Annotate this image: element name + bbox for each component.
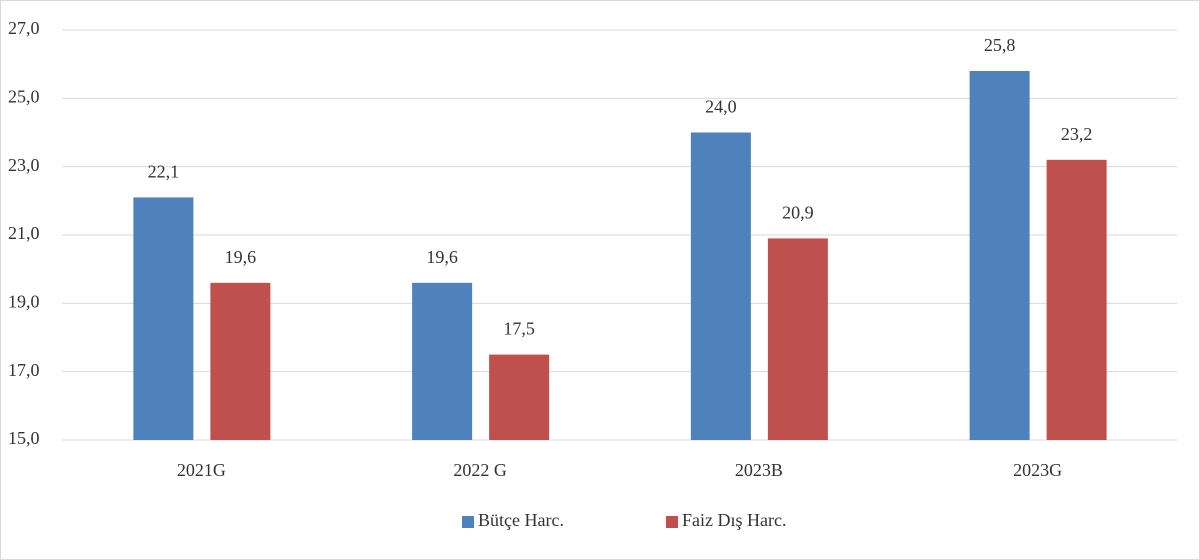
data-label: 19,6 [225,247,257,267]
legend-swatch [666,516,678,528]
bar [412,282,473,440]
x-tick-label: 2022 G [453,460,507,480]
y-tick-label: 23,0 [8,155,40,175]
y-tick-label: 25,0 [8,86,40,106]
legend-swatch [462,516,474,528]
x-tick-label: 2023B [735,460,783,480]
bar [767,238,828,440]
x-tick-label: 2021G [177,460,226,480]
x-tick-label: 2023G [1013,460,1062,480]
y-tick-label: 19,0 [8,291,40,311]
legend-label: Bütçe Harc. [478,510,564,530]
legend-label: Faiz Dış Harc. [682,510,786,530]
data-label: 19,6 [426,247,458,267]
bar [489,354,550,440]
y-tick-label: 17,0 [8,360,40,380]
bar [210,282,271,440]
data-label: 22,1 [148,162,180,182]
bar [133,197,194,440]
bar [969,71,1030,440]
bar [690,132,751,440]
data-label: 20,9 [782,203,814,223]
y-tick-label: 27,0 [8,18,40,38]
data-label: 24,0 [705,97,737,117]
y-tick-label: 21,0 [8,223,40,243]
data-label: 23,2 [1061,124,1093,144]
y-tick-label: 15,0 [8,428,40,448]
data-label: 17,5 [503,319,535,339]
bar [1046,159,1107,441]
data-label: 25,8 [984,35,1016,55]
